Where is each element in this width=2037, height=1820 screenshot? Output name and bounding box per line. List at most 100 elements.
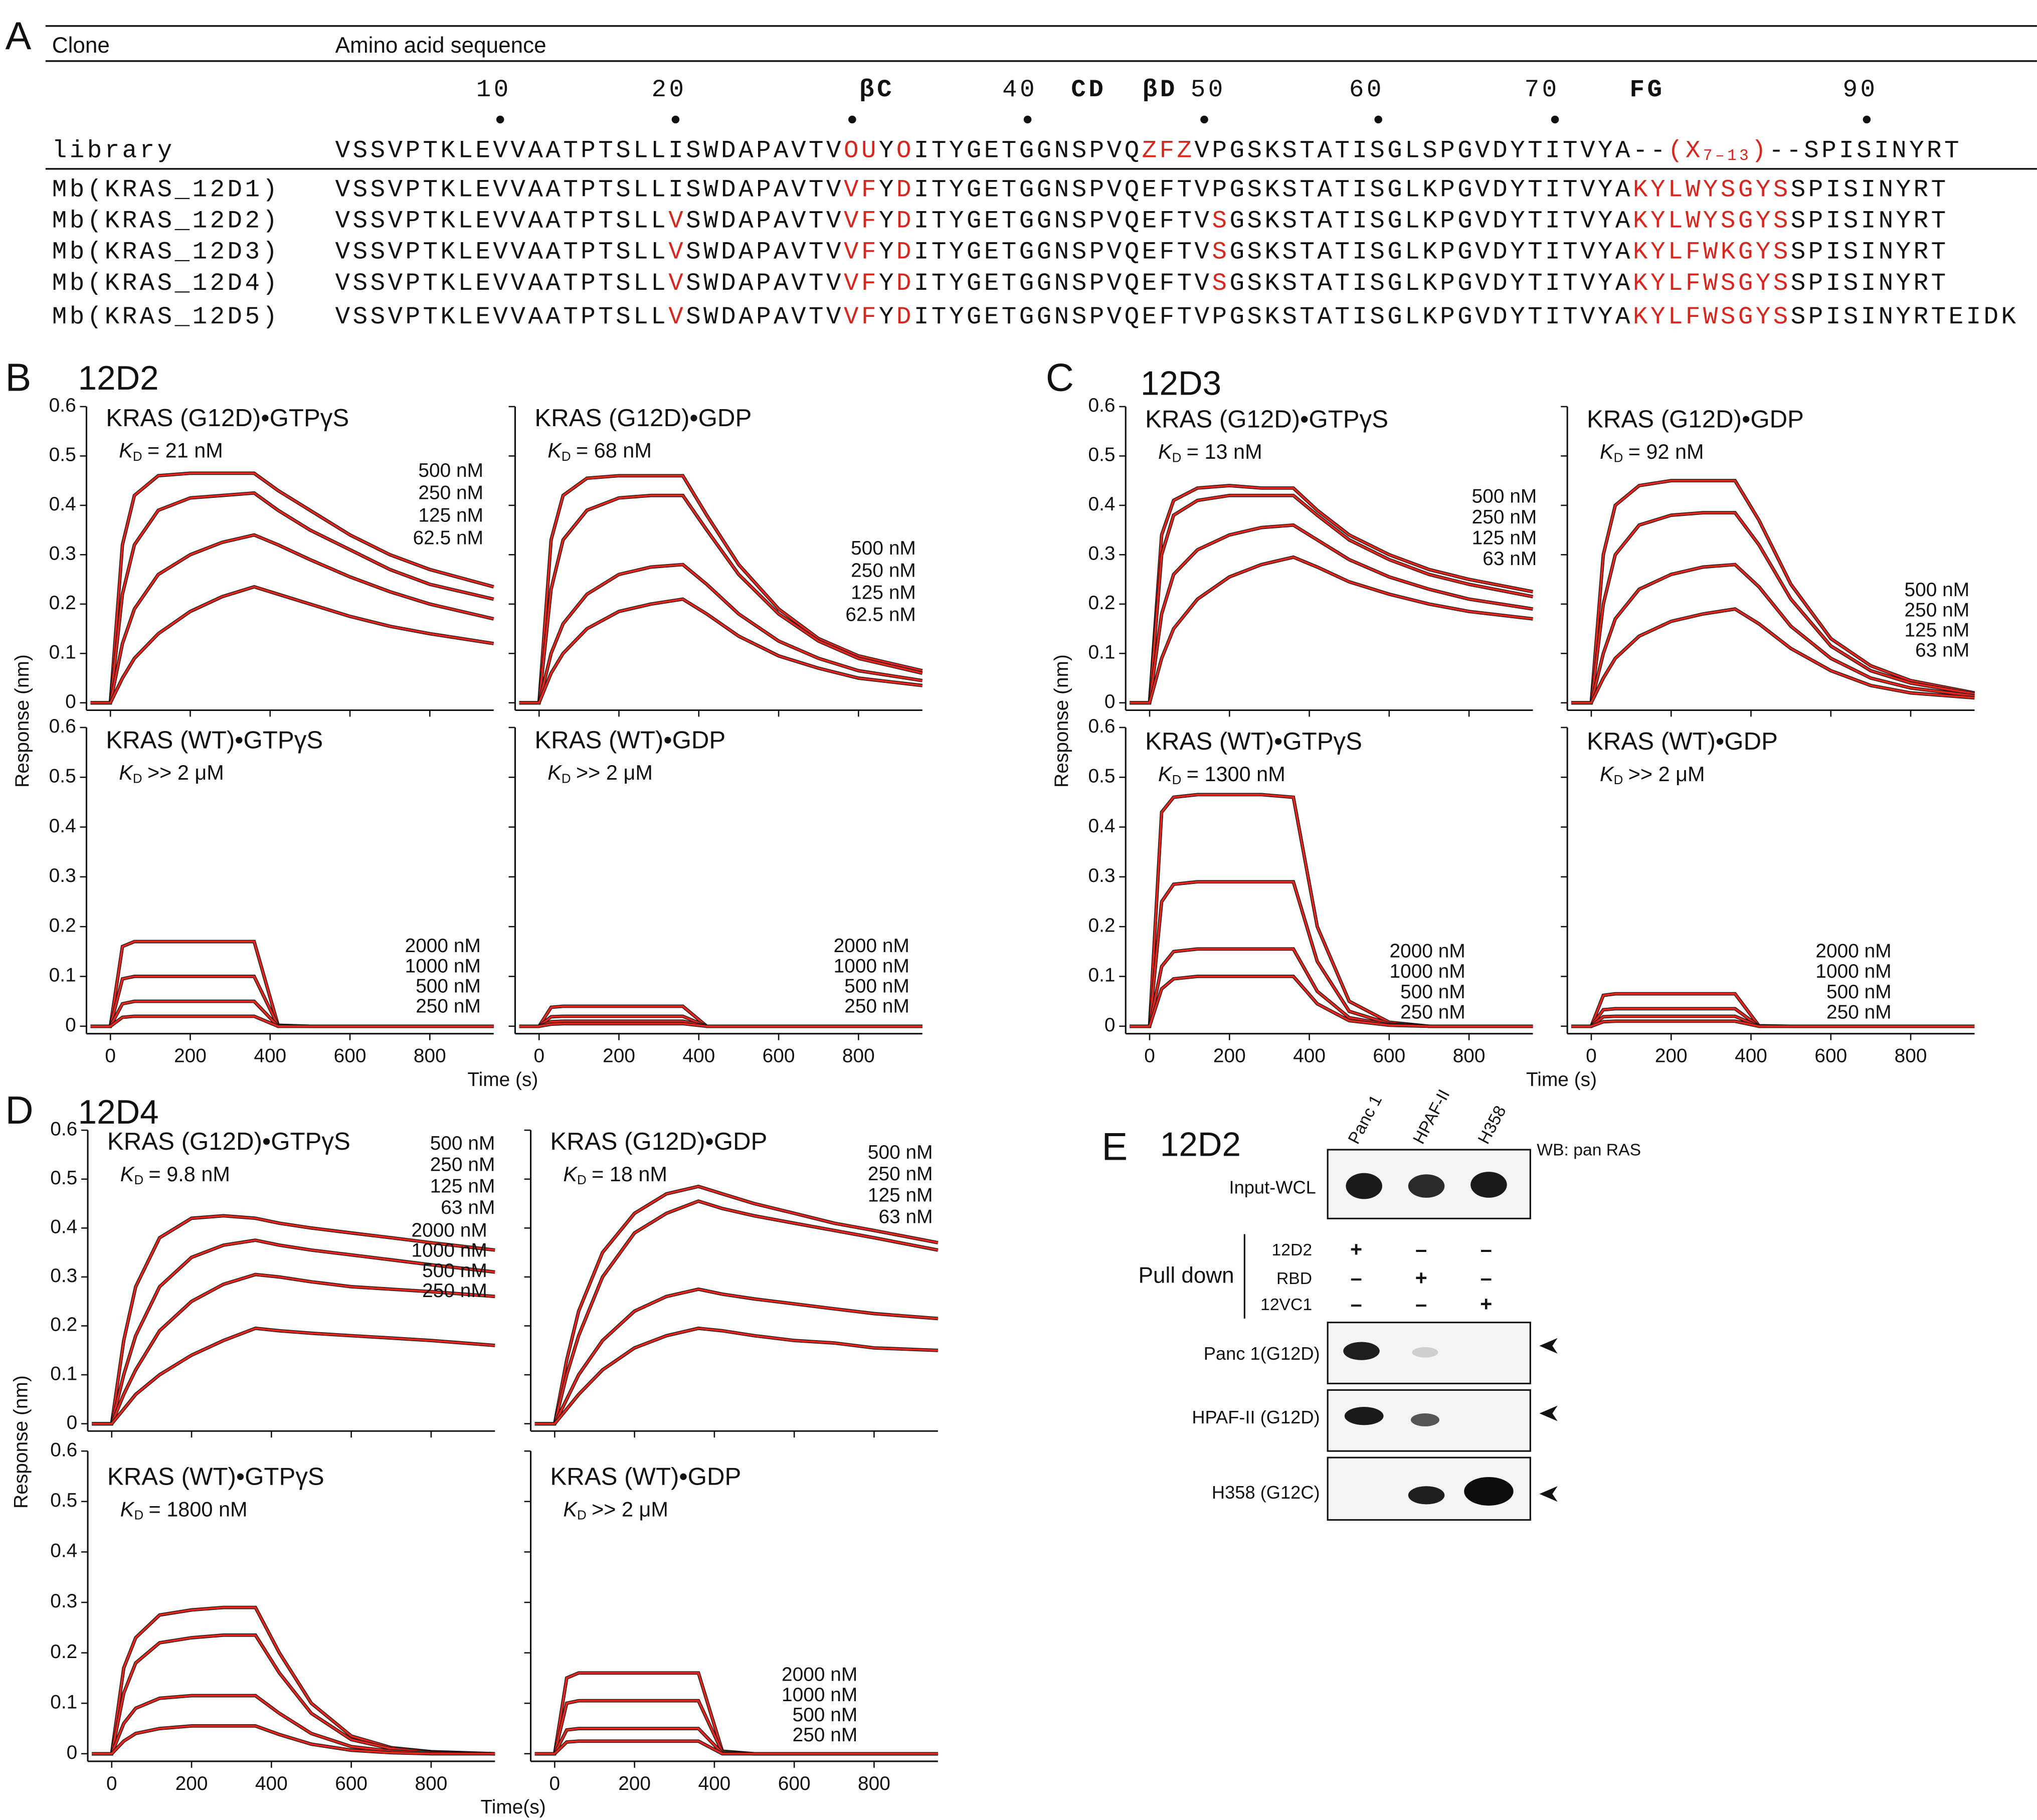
kd-value: = 13 nM xyxy=(1187,440,1262,463)
panel-title: 12D3 xyxy=(1141,365,1221,402)
x-tick-label: 0 xyxy=(549,1773,561,1794)
panel-letter: E xyxy=(1101,1126,1128,1169)
sequence-segment: VF xyxy=(844,175,879,204)
fit-curve xyxy=(1571,608,1975,704)
kd-value: = 18 nM xyxy=(592,1162,667,1186)
legend-label: 63 nM xyxy=(1915,640,1969,661)
sign: – xyxy=(1415,1237,1427,1261)
kd-value: >> 2 μM xyxy=(576,761,653,784)
sequence-segment: ) xyxy=(1751,137,1769,165)
kd-symbol: K xyxy=(1600,762,1615,786)
x-tick-label: 600 xyxy=(335,1773,367,1794)
y-tick-label: 0 xyxy=(65,691,76,712)
chart-title: KRAS (G12D)•GDP xyxy=(534,404,752,432)
kd-value: = 92 nM xyxy=(1628,440,1704,463)
ruler-label: βC xyxy=(859,76,894,104)
blot-label: HPAF-II (G12D) xyxy=(1192,1407,1320,1427)
kd-subscript: D xyxy=(562,450,571,464)
fit-curve xyxy=(92,1214,495,1425)
kd-symbol: K xyxy=(547,761,563,784)
x-tick-label: 400 xyxy=(255,1773,288,1794)
kd-subscript: D xyxy=(1614,773,1623,787)
reagent-name: 12D2 xyxy=(1272,1241,1313,1259)
sequence-segment: SWDAPAVTV xyxy=(686,238,844,266)
y-tick-label: 0.2 xyxy=(1088,915,1115,936)
legend-label: 2000 nM xyxy=(1390,940,1465,962)
y-tick-label: 0.6 xyxy=(50,1439,77,1461)
sign: – xyxy=(1415,1292,1427,1316)
kd-value: = 21 nM xyxy=(147,439,223,462)
legend-label: 250 nM xyxy=(1826,1002,1892,1023)
legend-label: 250 nM xyxy=(844,996,909,1017)
kd-subscript: D xyxy=(577,1509,587,1523)
sequence: VSSVPTKLEVVAATPTSLLVSWDAPAVTVVFYDITYGETG… xyxy=(335,269,1949,297)
sequence-segment: VSSVPTKLEVVAATPTSLL xyxy=(335,238,669,266)
kd-symbol: K xyxy=(120,1497,135,1521)
sequence: VSSVPTKLEVVAATPTSLLVSWDAPAVTVVFYDITYGETG… xyxy=(335,303,2019,331)
y-tick-label: 0 xyxy=(65,1014,76,1036)
blot-frames xyxy=(1243,1149,1531,1521)
fit-curve xyxy=(534,1740,938,1755)
legend-label: 1000 nM xyxy=(412,1240,487,1261)
y-tick-label: 0.2 xyxy=(50,1641,77,1663)
clone-name: Mb(KRAS_12D3) xyxy=(52,238,280,266)
legend-label: 63 nM xyxy=(1483,548,1537,570)
y-tick-label: 0 xyxy=(67,1412,78,1433)
kd-value: >> 2 μM xyxy=(147,761,224,784)
ruler-label: 50 xyxy=(1191,76,1226,104)
blot-label: Panc 1(G12D) xyxy=(1204,1343,1320,1364)
sequence-segment: D xyxy=(896,269,914,297)
sequence-segment: GSKSTATISGLKPGVDYTITVYA xyxy=(1230,238,1633,266)
fit-curve xyxy=(92,1634,495,1755)
fit-curve xyxy=(1130,556,1533,704)
panel-title: 12D2 xyxy=(78,359,159,397)
kd-subscript: D xyxy=(133,772,142,786)
clone-name: Mb(KRAS_12D2) xyxy=(52,207,280,235)
legend-label: 62.5 nM xyxy=(413,527,483,549)
ruler-label: 90 xyxy=(1842,76,1878,104)
y-tick-label: 0.2 xyxy=(49,592,76,614)
y-axis-label: Response (nm) xyxy=(10,1375,32,1509)
fit-curve xyxy=(90,533,494,704)
x-tick-label: 800 xyxy=(415,1773,447,1794)
kd-value: >> 2 μM xyxy=(1628,762,1705,786)
x-tick-label: 0 xyxy=(1144,1045,1155,1067)
kd-subscript: D xyxy=(134,1173,143,1187)
fit-curve xyxy=(534,1288,939,1425)
x-tick-label: 800 xyxy=(858,1773,890,1794)
legend-label: 250 nM xyxy=(1400,1002,1465,1023)
sequence-segment: SPISINYRT xyxy=(1791,238,1949,266)
x-tick-label: 200 xyxy=(603,1045,635,1067)
y-tick-label: 0.5 xyxy=(50,1167,77,1189)
kd-symbol: K xyxy=(1158,440,1173,463)
legend-label: 2000 nM xyxy=(834,935,909,957)
blot-label: Pull down xyxy=(1139,1263,1234,1288)
legend-label: 500 nM xyxy=(868,1142,933,1163)
kd-subscript: D xyxy=(1172,773,1182,787)
fit-curve xyxy=(92,1606,495,1755)
y-tick-label: 0.5 xyxy=(49,444,76,466)
sequence-segment: KYLFWSGYS xyxy=(1633,303,1791,331)
sequence-segment: V xyxy=(668,269,686,297)
panel-letter: A xyxy=(6,15,32,58)
ruler-label: FG xyxy=(1630,76,1665,104)
sequence-segment: VF xyxy=(844,303,879,331)
fit-curve xyxy=(92,1694,495,1755)
sequence-segment: ITYGETGGNSPVQEFTVPGSKSTATISGLKPGVDYTITVY… xyxy=(914,303,1633,331)
kd-subscript: D xyxy=(133,450,142,464)
sequence-segment: VSSVPTKLEVVAATPTSLLISWDAPAVTV xyxy=(335,137,844,165)
reagent-name: 12VC1 xyxy=(1260,1296,1312,1314)
kd-value: = 9.8 nM xyxy=(149,1162,230,1186)
fit-curve xyxy=(519,494,923,704)
legend-label: 500 nM xyxy=(1904,579,1969,601)
legend-label: 2000 nM xyxy=(1815,940,1891,962)
sequence-segment: S xyxy=(1212,238,1230,266)
kd-subscript: D xyxy=(577,1173,587,1187)
sequence-segment: VPGSKSTATISGLSPGVDYTITVYA-- xyxy=(1195,137,1668,165)
kd-symbol: K xyxy=(547,439,563,462)
data-trace xyxy=(90,533,494,705)
legend-label: 63 nM xyxy=(878,1206,933,1227)
fit-curve xyxy=(92,1327,495,1425)
y-tick-label: 0.6 xyxy=(49,395,76,416)
